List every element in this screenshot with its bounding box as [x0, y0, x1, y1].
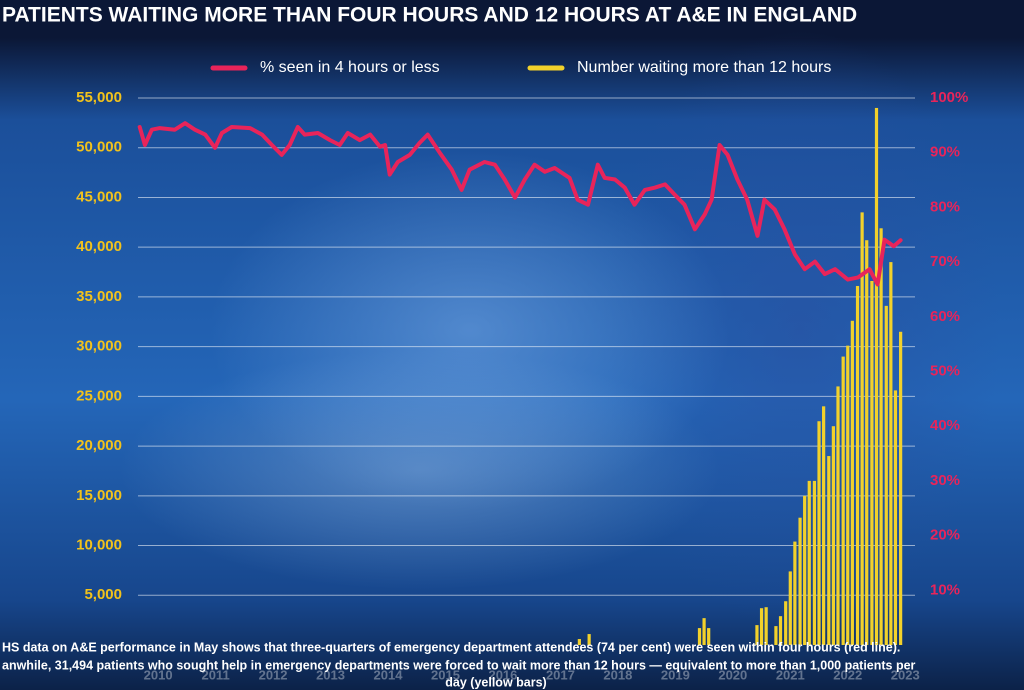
bar — [807, 480, 811, 645]
x-tick-label: 2010 — [144, 667, 173, 682]
bar — [577, 639, 581, 645]
bar — [860, 212, 864, 645]
bar — [879, 228, 883, 645]
x-tick-label: 2019 — [661, 667, 690, 682]
bar — [803, 495, 807, 645]
bar — [850, 320, 854, 645]
bar — [836, 386, 840, 645]
y2-tick-label: 50% — [930, 362, 960, 379]
line — [137, 121, 903, 287]
x-tick-label: 2012 — [259, 667, 288, 682]
x-tick-label: 2017 — [546, 667, 575, 682]
y-tick-label: 10,000 — [76, 537, 122, 554]
bar — [788, 571, 792, 645]
x-tick-label: 2013 — [316, 667, 345, 682]
bar — [874, 107, 879, 646]
x-tick-label: 2022 — [833, 667, 862, 682]
y2-tick-label: 10% — [930, 581, 960, 598]
caption: HS data on A&E performance in May shows … — [2, 640, 900, 654]
bar — [884, 305, 888, 645]
y-tick-label: 30,000 — [76, 338, 122, 355]
x-tick-label: 2016 — [488, 667, 517, 682]
y-tick-label: 5,000 — [84, 586, 122, 603]
y2-tick-label: 70% — [930, 253, 960, 270]
x-tick-label: 2018 — [603, 667, 632, 682]
x-tick-label: 2023 — [891, 667, 920, 682]
y-tick-label: 40,000 — [76, 238, 122, 255]
bar — [855, 285, 860, 645]
x-tick-label: 2020 — [718, 667, 747, 682]
bar — [812, 480, 817, 645]
bar — [865, 240, 869, 645]
legend-label: Number waiting more than 12 hours — [577, 59, 831, 76]
caption: anwhile, 31,494 patients who sought help… — [2, 658, 916, 672]
x-tick-label: 2011 — [201, 667, 229, 682]
bar — [764, 607, 768, 645]
x-tick-label: 2015 — [431, 667, 460, 682]
bar — [889, 262, 893, 645]
bar — [702, 618, 706, 645]
y-tick-label: 15,000 — [76, 487, 122, 504]
x-tick-label: 2014 — [374, 667, 404, 682]
bar — [893, 390, 898, 645]
bar — [841, 356, 845, 645]
y2-tick-label: 60% — [930, 308, 960, 325]
y2-tick-label: 100% — [930, 89, 968, 106]
bar — [870, 280, 874, 645]
y-tick-label: 25,000 — [76, 387, 122, 404]
y2-tick-label: 90% — [930, 144, 960, 161]
bar — [774, 626, 778, 645]
y-tick-label: 45,000 — [76, 188, 122, 205]
bar — [697, 628, 702, 645]
bar — [831, 426, 835, 645]
bar — [707, 628, 711, 645]
y2-tick-label: 40% — [930, 417, 960, 434]
y-tick-label: 50,000 — [76, 139, 122, 156]
legend-label: % seen in 4 hours or less — [260, 59, 440, 76]
y2-tick-label: 30% — [930, 472, 960, 489]
bar — [784, 601, 788, 645]
bar — [798, 517, 802, 645]
bar — [778, 616, 783, 645]
bar — [755, 625, 759, 645]
y-tick-label: 20,000 — [76, 437, 122, 454]
chart-title: PATIENTS WAITING MORE THAN FOUR HOURS AN… — [2, 4, 857, 27]
bar — [817, 421, 821, 645]
bar — [899, 331, 903, 645]
caption: day (yellow bars) — [445, 675, 546, 689]
x-tick-label: 2021 — [776, 667, 805, 682]
y-tick-label: 35,000 — [76, 288, 122, 305]
bar — [793, 541, 797, 645]
y2-tick-label: 80% — [930, 198, 960, 215]
bar — [759, 608, 764, 645]
bar — [846, 345, 850, 645]
y2-tick-label: 20% — [930, 527, 960, 544]
y-tick-label: 55,000 — [76, 89, 122, 106]
bar — [827, 456, 831, 645]
bar — [822, 406, 826, 645]
bar — [587, 634, 591, 645]
